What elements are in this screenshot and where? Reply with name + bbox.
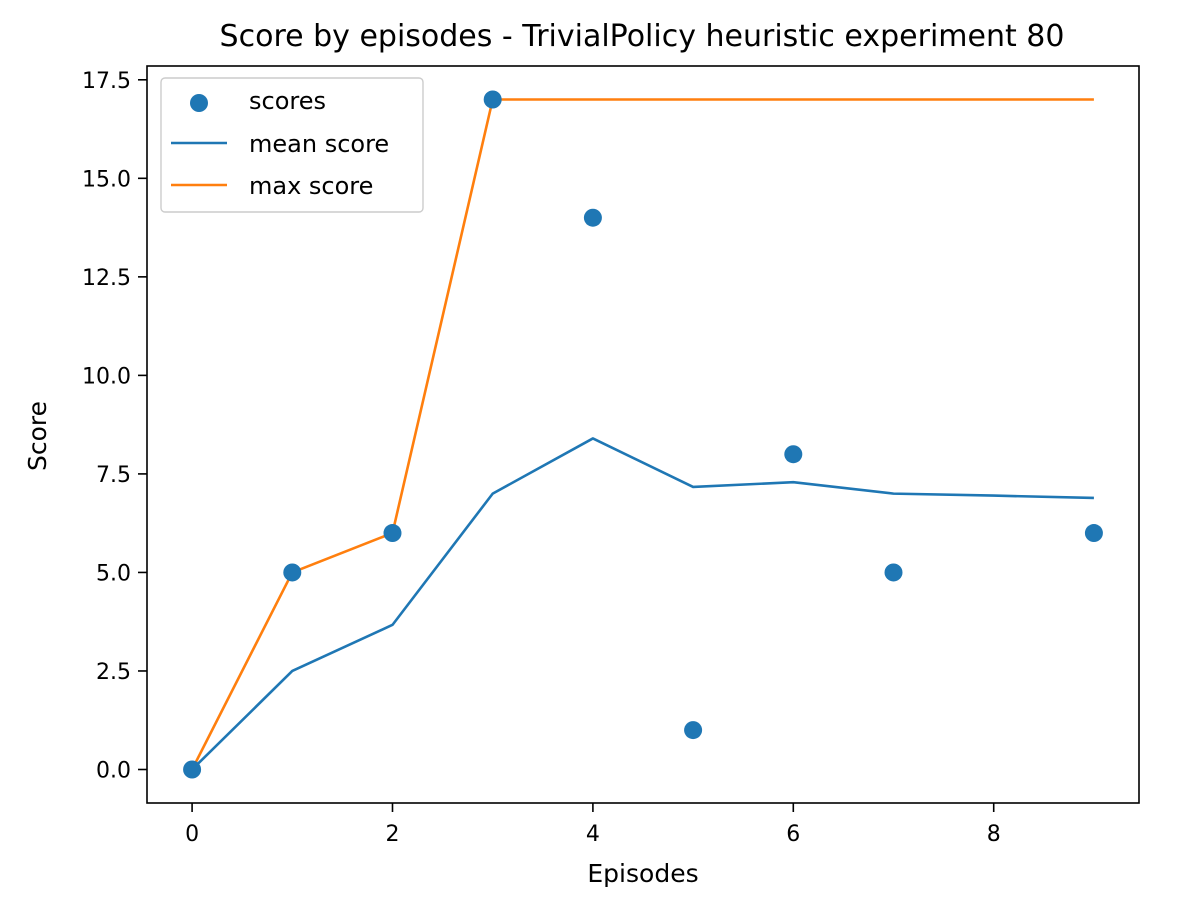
legend: scores mean score max score xyxy=(160,77,424,213)
score-point xyxy=(183,760,202,779)
chart-title: Score by episodes - TrivialPolicy heuris… xyxy=(220,19,1065,54)
score-point xyxy=(383,524,402,543)
x-axis: 0 2 4 6 8 xyxy=(185,803,1001,847)
y-tick-label: 2.5 xyxy=(96,660,131,685)
mean-score-line xyxy=(191,437,1094,771)
score-point xyxy=(483,90,502,109)
y-tick-label: 15.0 xyxy=(82,167,131,192)
y-axis-label: Score xyxy=(23,401,52,471)
x-tick-label: 6 xyxy=(786,822,800,847)
max-score-line xyxy=(190,98,1094,771)
x-tick-label: 8 xyxy=(987,822,1001,847)
plot-area xyxy=(183,90,1103,779)
y-tick-label: 0.0 xyxy=(96,759,131,784)
legend-label-max-score: max score xyxy=(249,172,373,200)
y-tick-label: 10.0 xyxy=(82,364,131,389)
y-tick-label: 12.5 xyxy=(82,266,131,291)
score-point xyxy=(1084,524,1103,543)
legend-marker-scores xyxy=(190,94,208,112)
x-tick-label: 2 xyxy=(385,822,399,847)
legend-label-mean-score: mean score xyxy=(249,130,389,158)
score-point xyxy=(784,445,803,464)
y-axis: 0.0 2.5 5.0 7.5 10.0 12.5 15.0 17.5 xyxy=(82,69,147,784)
y-tick-label: 17.5 xyxy=(82,69,131,94)
score-point xyxy=(684,721,703,740)
legend-label-scores: scores xyxy=(249,87,326,115)
y-tick-label: 7.5 xyxy=(96,463,131,488)
x-tick-label: 4 xyxy=(586,822,600,847)
score-point xyxy=(583,208,602,227)
y-tick-label: 5.0 xyxy=(96,561,131,586)
x-tick-label: 0 xyxy=(185,822,199,847)
legend-box xyxy=(160,77,424,213)
x-axis-label: Episodes xyxy=(587,859,698,888)
score-point xyxy=(283,563,302,582)
plot-frame xyxy=(146,65,1140,804)
score-point xyxy=(884,563,903,582)
